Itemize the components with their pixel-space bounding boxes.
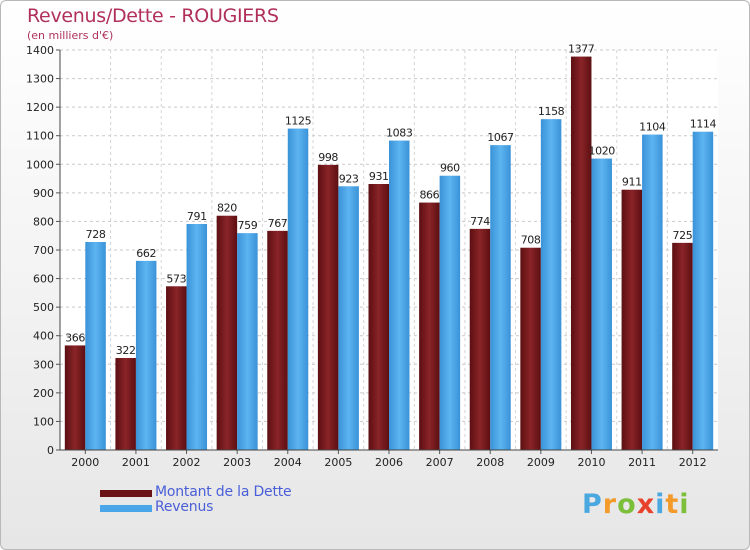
data-label-revenus: 1114 (690, 118, 717, 131)
data-label-dette: 998 (318, 151, 338, 164)
bar-dette (115, 358, 136, 450)
bar-revenus (540, 119, 562, 451)
x-tick-label: 2008 (476, 456, 504, 469)
data-label-revenus: 1158 (538, 105, 565, 118)
data-label-revenus: 1020 (589, 145, 616, 158)
logo-letter: o (617, 489, 637, 520)
x-tick-label: 2006 (375, 456, 403, 469)
data-label-revenus: 759 (238, 219, 258, 232)
legend-swatch-revenus (100, 505, 152, 512)
bar-revenus (490, 145, 511, 450)
y-tick-label: 900 (33, 187, 54, 200)
bar-dette (621, 189, 643, 450)
data-label-revenus: 1067 (487, 131, 514, 144)
y-tick-label: 1000 (26, 158, 54, 171)
y-tick-label: 1300 (26, 73, 54, 86)
x-tick-label: 2009 (527, 456, 555, 469)
data-label-dette: 866 (419, 189, 439, 202)
y-tick-label: 400 (33, 330, 54, 343)
y-tick-label: 500 (33, 301, 54, 314)
bar-revenus (85, 242, 106, 450)
x-tick-label: 2011 (628, 456, 656, 469)
bar-dette (368, 184, 389, 450)
x-tick-label: 2005 (324, 456, 352, 469)
data-label-revenus: 728 (86, 228, 106, 241)
data-label-dette: 767 (268, 217, 288, 230)
data-label-dette: 725 (673, 229, 693, 242)
y-tick-label: 0 (47, 444, 54, 457)
data-label-dette: 820 (217, 202, 237, 215)
data-label-revenus: 791 (187, 210, 207, 223)
bar-dette (267, 230, 288, 450)
logo-letter: i (655, 489, 666, 520)
bar-revenus (338, 186, 359, 451)
data-label-revenus: 1125 (285, 115, 312, 128)
logo-letter: P (582, 489, 603, 520)
data-label-dette: 931 (369, 170, 389, 183)
y-tick-label: 300 (33, 358, 54, 371)
data-label-revenus: 1083 (386, 127, 413, 140)
x-tick-label: 2010 (577, 456, 605, 469)
data-label-revenus: 960 (440, 162, 460, 175)
bar-dette (216, 215, 238, 450)
data-label-revenus: 662 (136, 247, 156, 260)
logo-letter: i (679, 489, 690, 520)
y-tick-label: 800 (33, 215, 54, 228)
data-label-dette: 573 (166, 272, 186, 285)
bar-revenus (692, 131, 714, 450)
x-tick-label: 2012 (679, 456, 707, 469)
x-tick-label: 2007 (426, 456, 454, 469)
data-label-dette: 1377 (568, 43, 595, 56)
x-tick-label: 2004 (274, 456, 302, 469)
x-tick-label: 2000 (71, 456, 99, 469)
bar-dette (419, 202, 440, 450)
data-label-dette: 774 (470, 215, 490, 228)
bar-revenus (186, 224, 208, 450)
bar-dette (570, 56, 592, 450)
x-tick-label: 2001 (122, 456, 150, 469)
legend-swatch-dette (100, 490, 152, 497)
y-tick-label: 100 (33, 415, 54, 428)
bar-revenus (287, 128, 309, 451)
bar-dette (64, 345, 86, 450)
legend-label-dette: Montant de la Dette (155, 484, 292, 500)
y-tick-label: 1100 (26, 130, 54, 143)
data-label-dette: 322 (116, 344, 136, 357)
x-tick-label: 2003 (223, 456, 251, 469)
legend-label-revenus: Revenus (155, 499, 214, 515)
chart-subtitle: (en milliers d'€) (27, 29, 114, 42)
chart-title: Revenus/Dette - ROUGIERS (27, 5, 279, 27)
data-label-dette: 911 (622, 176, 642, 189)
bar-dette (317, 164, 339, 450)
bar-revenus (439, 175, 461, 450)
data-label-revenus: 1104 (639, 121, 666, 134)
logo-letter: r (602, 489, 618, 520)
y-tick-label: 1400 (26, 44, 54, 57)
y-tick-label: 600 (33, 273, 54, 286)
bar-revenus (642, 134, 663, 451)
y-tick-label: 1200 (26, 101, 54, 114)
proxiti-logo: Proxiti (582, 489, 690, 520)
bar-dette (166, 286, 187, 450)
bar-revenus (237, 233, 258, 450)
y-tick-label: 700 (33, 244, 54, 257)
bar-dette (520, 247, 541, 450)
data-label-revenus: 923 (339, 172, 359, 185)
data-label-dette: 366 (65, 331, 85, 344)
data-label-dette: 708 (521, 234, 541, 247)
bar-revenus (591, 158, 612, 451)
bar-dette (672, 242, 693, 450)
bar-dette (469, 228, 491, 450)
logo-letter: x (636, 489, 656, 520)
bar-revenus (389, 140, 410, 451)
bar-revenus (135, 260, 157, 450)
x-tick-label: 2002 (173, 456, 201, 469)
logo-letter: t (665, 489, 680, 520)
y-tick-label: 200 (33, 387, 54, 400)
